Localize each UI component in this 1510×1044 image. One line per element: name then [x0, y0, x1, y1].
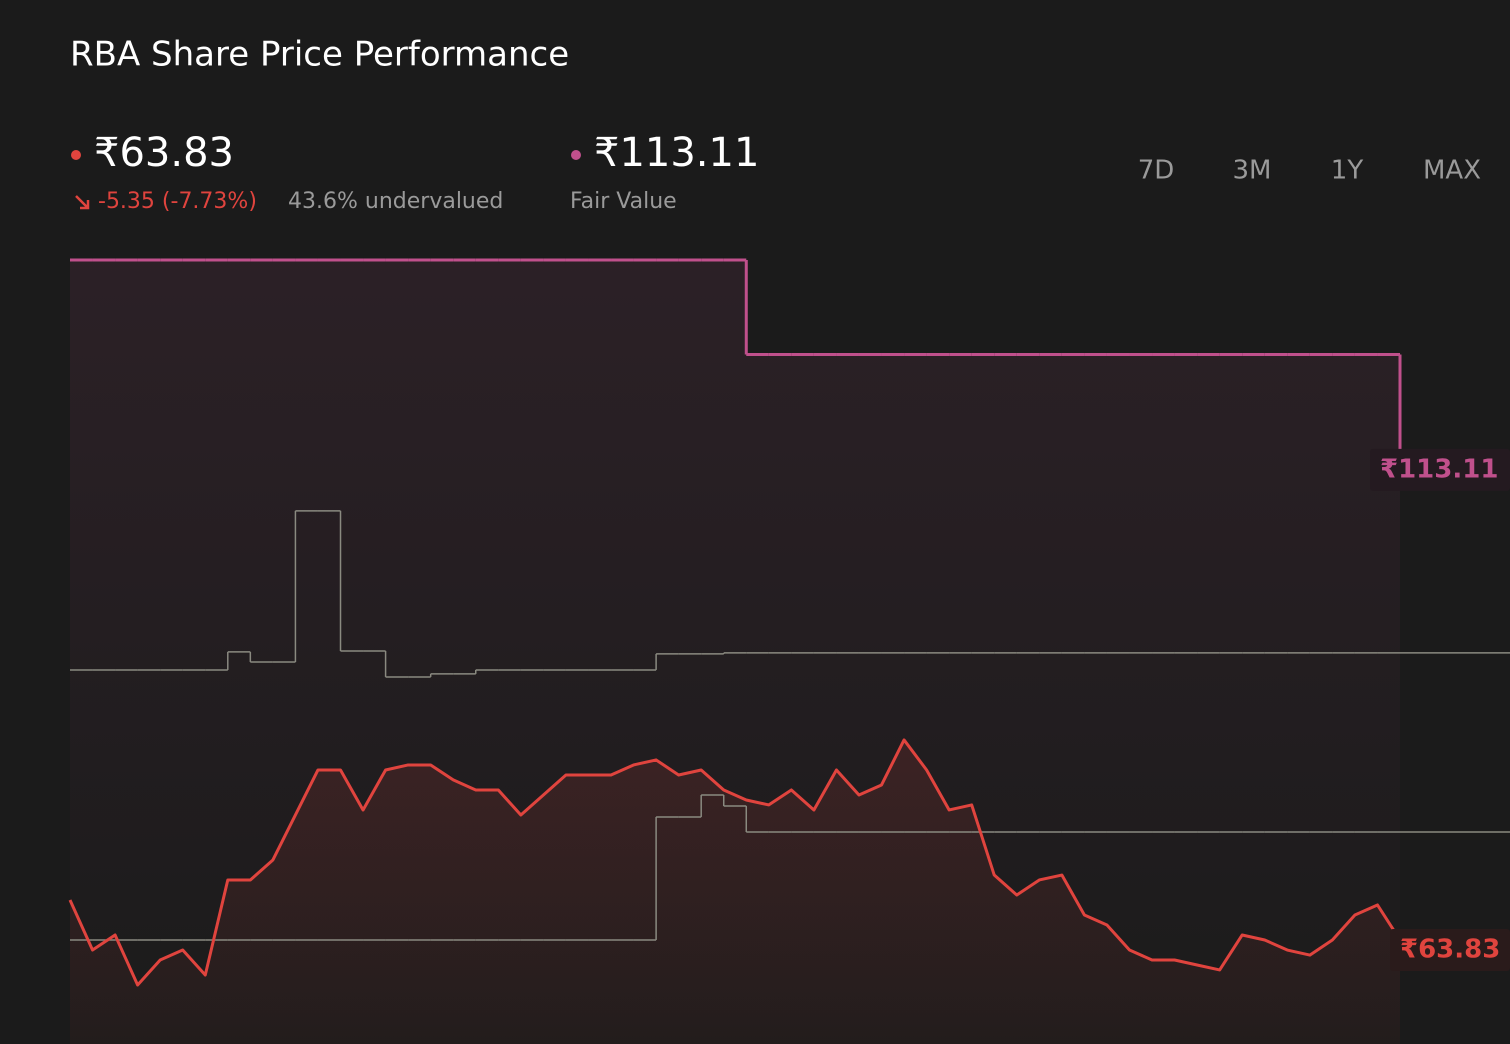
end-label: ₹63.83	[1400, 935, 1500, 965]
timeframe-button[interactable]: 3M	[1233, 156, 1272, 186]
end-label-box	[1390, 929, 1510, 972]
fair-value: ₹113.11	[594, 130, 759, 176]
end-label-box	[1370, 448, 1510, 491]
price: ₹63.83	[94, 130, 234, 176]
down-arrow	[75, 195, 90, 210]
title: RBA Share Price Performance	[70, 35, 569, 75]
timeframes: 7D 3M 1Y MAX	[1138, 156, 1481, 186]
end-label: ₹113.11	[1380, 454, 1498, 484]
valuation: 43.6% undervalued	[288, 189, 503, 214]
fair-value-dot	[571, 150, 581, 160]
plot: ₹113.11 ₹63.83	[68, 258, 1510, 1044]
timeframe-button[interactable]: MAX	[1423, 156, 1481, 186]
price-area	[70, 739, 1400, 1044]
fair-value-caption: Fair Value	[570, 189, 677, 214]
price-change: -5.35 (-7.73%)	[98, 189, 257, 214]
price-line	[68, 738, 1402, 987]
timeframe-button[interactable]: 1Y	[1331, 156, 1364, 186]
price-dot	[71, 150, 81, 160]
timeframe-button[interactable]: 7D	[1138, 156, 1175, 186]
